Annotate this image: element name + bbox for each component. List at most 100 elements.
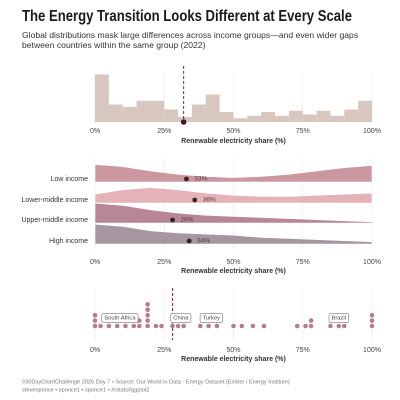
bar (344, 109, 359, 122)
ridge-area (94, 202, 373, 224)
category-label: Upper-middle income (21, 217, 88, 224)
dot (131, 323, 137, 329)
dot (181, 323, 186, 329)
dot (197, 323, 203, 329)
x-tick-label: 75% (296, 128, 310, 135)
annotation: Turkey (199, 313, 223, 323)
bar (191, 104, 206, 122)
bar (108, 104, 123, 122)
dot (206, 323, 211, 329)
annotation-label: South Africa (104, 316, 136, 322)
median-dot (192, 197, 198, 203)
dot (92, 318, 98, 323)
bar (330, 115, 345, 122)
median-dot (170, 217, 175, 223)
annotation-label: China (173, 316, 189, 322)
dot (170, 323, 175, 329)
annotation: Brazil (328, 313, 349, 323)
dot (106, 323, 112, 329)
dot (98, 323, 103, 329)
bar (233, 118, 248, 122)
ridge-area (94, 223, 373, 245)
bar (302, 114, 317, 122)
dot (369, 318, 375, 323)
x-tick-label: 50% (226, 128, 240, 135)
chart-title: The Energy Transition Looks Different at… (22, 8, 352, 25)
footer: stevenponce • sponce1 • sponce1 • #rstat… (22, 387, 149, 393)
dot (239, 323, 245, 329)
bar (358, 100, 372, 122)
dot (92, 323, 98, 329)
dot (145, 307, 150, 313)
median-label: 36% (203, 197, 216, 204)
x-tick-label: 0% (90, 259, 100, 266)
category-label: Low income (51, 176, 88, 183)
annotation: South Africa (101, 313, 139, 323)
dot (214, 323, 220, 329)
bar (150, 100, 165, 122)
footer: #30DayChartChallenge 2026 Day 7 • Source… (22, 379, 290, 385)
dot (114, 323, 120, 329)
annotation-label: Turkey (203, 316, 221, 322)
dot (137, 323, 142, 329)
ridge-area (94, 187, 373, 204)
median-dot (186, 238, 192, 244)
annotation-label: Brazil (332, 316, 347, 322)
dot (231, 323, 236, 329)
x-tick-label: 100% (363, 259, 381, 266)
bar (316, 110, 331, 122)
dot (308, 318, 314, 323)
annotation-box (170, 313, 192, 323)
dot (145, 302, 150, 307)
bar (122, 107, 137, 122)
bar (205, 94, 220, 122)
median-dot (184, 176, 189, 182)
category-label: Lower-middle income (21, 197, 88, 204)
bar (261, 112, 276, 122)
dot (369, 312, 375, 318)
dot (369, 323, 375, 329)
median-label: 33% (194, 176, 207, 183)
x-axis-label: Renewable electricity share (%) (181, 138, 286, 145)
dot (336, 323, 342, 329)
dot (308, 323, 314, 329)
dot (123, 323, 128, 329)
annotation-box (199, 313, 223, 323)
bar (136, 100, 151, 122)
category-label: High income (49, 238, 88, 245)
dot (145, 323, 150, 329)
x-tick-label: 100% (363, 128, 381, 135)
dot (175, 323, 181, 329)
bar (178, 117, 192, 122)
x-tick-label: 25% (157, 259, 171, 266)
x-tick-label: 50% (226, 259, 240, 266)
x-axis-label: Renewable electricity share (%) (181, 356, 286, 363)
bar (247, 115, 262, 122)
median-label: 34% (197, 238, 210, 245)
subtitle: Global distributions mask large differen… (22, 30, 359, 50)
bar (288, 110, 303, 122)
dot (153, 323, 159, 329)
bar (164, 109, 179, 122)
x-axis-label: Renewable electricity share (%) (181, 268, 286, 275)
dot (303, 323, 308, 329)
dot (261, 323, 267, 329)
ridge-area (94, 164, 373, 183)
dot (145, 312, 150, 318)
x-tick-label: 25% (157, 347, 171, 354)
dot (294, 323, 300, 329)
x-tick-label: 100% (363, 347, 381, 354)
dot (250, 323, 256, 329)
annotation-box (101, 313, 139, 323)
median-dot (180, 119, 187, 125)
bar (275, 115, 289, 122)
x-tick-label: 0% (90, 347, 100, 354)
dot (342, 323, 347, 329)
median-label: 28% (181, 217, 194, 224)
bar (95, 74, 109, 122)
dot (92, 312, 98, 318)
annotation: China (170, 313, 192, 323)
annotation-box (328, 313, 349, 323)
